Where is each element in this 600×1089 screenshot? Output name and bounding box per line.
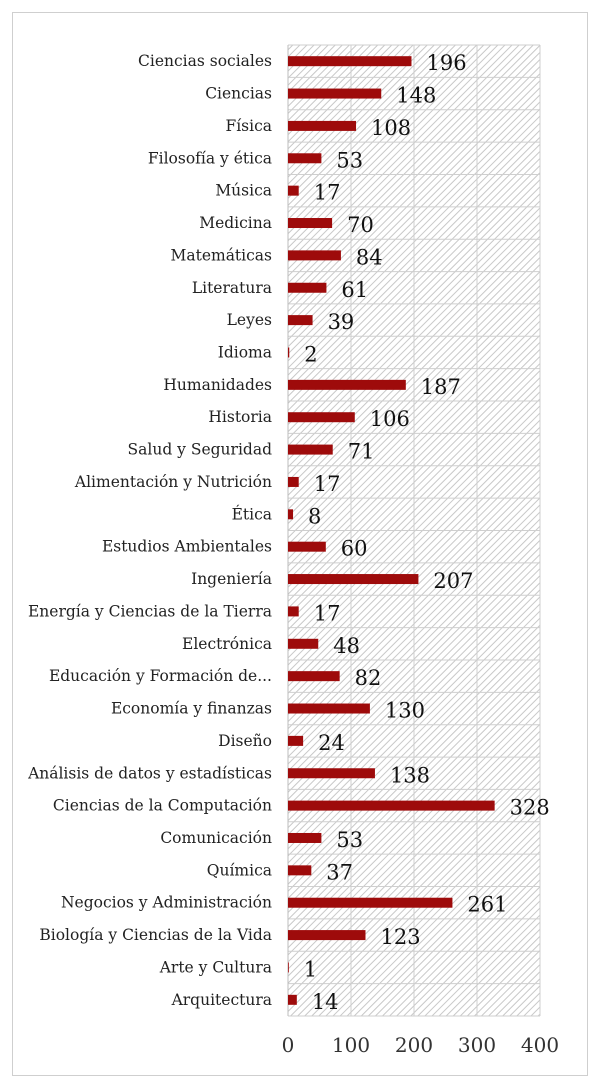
data-label: 82 [355,666,382,690]
category-label: Química [207,861,272,879]
category-label: Literatura [192,279,272,297]
data-label: 17 [314,181,341,205]
bar [288,509,294,520]
bar [288,638,319,649]
bar [288,250,341,261]
bar [288,606,299,617]
x-tick-label: 400 [521,1033,559,1057]
bar [288,282,327,293]
category-label: Leyes [227,311,272,329]
bar [288,56,412,67]
category-label: Análisis de datos y estadísticas [27,764,272,782]
category-label: Arte y Cultura [159,958,272,976]
bar [288,768,375,779]
bar [288,735,304,746]
bar [288,671,340,682]
category-label: Comunicación [160,829,272,847]
bar [288,347,290,358]
category-label: Educación y Formación de... [49,667,272,685]
category-label: Ciencias sociales [138,52,272,70]
chart-frame: Ciencias sociales 196 Ciencias 148 Física 108… [12,12,588,1076]
data-label: 53 [336,828,363,852]
data-label: 328 [510,796,550,820]
x-tick-label: 0 [282,1033,295,1057]
data-label: 108 [371,116,411,140]
bar [288,412,355,423]
data-label: 17 [314,601,341,625]
category-label: Electrónica [182,635,272,653]
data-label: 130 [385,699,425,723]
category-label: Economía y finanzas [111,700,272,718]
category-label: Física [225,117,272,135]
data-label: 84 [356,245,383,269]
bar [288,315,313,326]
category-label: Ciencias de la Computación [53,797,272,815]
category-label: Historia [208,408,272,426]
bar [288,703,370,714]
data-label: 70 [347,213,374,237]
bar [288,153,322,164]
bar [288,930,366,941]
bar [288,865,312,876]
category-label: Idioma [218,343,272,361]
data-label: 48 [333,634,360,658]
x-tick-label: 100 [332,1033,370,1057]
bar [288,476,299,487]
category-label: Alimentación y Nutrición [74,473,272,491]
category-label: Negocios y Administración [61,894,272,912]
bar [288,88,382,99]
bar [288,218,333,229]
category-label: Matemáticas [170,246,272,264]
x-tick-label: 200 [395,1033,433,1057]
data-label: 187 [421,375,461,399]
category-label: Medicina [199,214,272,232]
category-label: Ética [232,505,272,523]
bar [288,444,333,455]
category-label: Diseño [218,732,272,750]
data-label: 61 [341,278,368,302]
category-label: Estudios Ambientales [102,538,272,556]
category-label: Salud y Seguridad [128,441,273,459]
data-label: 8 [308,504,321,528]
bar [288,574,419,585]
data-label: 138 [390,763,430,787]
data-label: 106 [370,407,410,431]
bar [288,832,322,843]
data-label: 207 [433,569,473,593]
data-label: 71 [348,440,375,464]
bar [288,962,289,973]
category-label: Biología y Ciencias de la Vida [39,926,272,944]
data-label: 24 [318,731,345,755]
bar [288,379,406,390]
data-label: 1 [304,957,317,981]
data-label: 53 [336,148,363,172]
data-label: 60 [341,537,368,561]
data-label: 196 [426,51,466,75]
category-label: Arquitectura [171,991,272,1009]
bar [288,800,495,811]
data-label: 14 [312,990,339,1014]
category-label: Filosofía y ética [148,149,272,167]
category-label: Ciencias [205,85,272,103]
category-label: Humanidades [163,376,272,394]
data-label: 17 [314,472,341,496]
category-label: Música [215,182,272,200]
category-label: Energía y Ciencias de la Tierra [28,602,272,620]
data-label: 39 [328,310,355,334]
bar [288,185,299,196]
data-label: 261 [467,893,507,917]
category-label: Ingeniería [191,570,272,588]
bar [288,120,357,131]
bar [288,994,297,1005]
data-label: 148 [396,84,436,108]
data-label: 37 [326,860,353,884]
bar [288,541,326,552]
data-label: 2 [304,342,317,366]
data-label: 123 [380,925,420,949]
bar [288,897,453,908]
x-tick-label: 300 [458,1033,496,1057]
